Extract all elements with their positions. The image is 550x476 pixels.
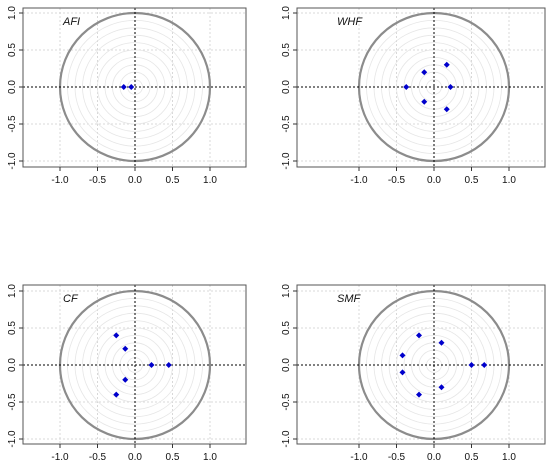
x-tick-label: 1.0 bbox=[502, 452, 516, 463]
x-tick-label: -1.0 bbox=[51, 175, 69, 186]
x-tick-label: 0.0 bbox=[427, 452, 441, 463]
data-point bbox=[421, 69, 428, 76]
y-tick-label: -0.5 bbox=[7, 115, 18, 133]
panel-smf: -1.0 -0.5 0.0 0.5 1.0 -1.0 -0.5 0.0 0.5 1.0 SMF bbox=[281, 284, 546, 463]
data-point bbox=[113, 391, 120, 398]
data-point bbox=[113, 332, 120, 339]
data-point bbox=[438, 384, 445, 391]
x-tick-label: -1.0 bbox=[51, 452, 69, 463]
y-tick-label: 0.0 bbox=[7, 358, 18, 372]
x-tick-label: -1.0 bbox=[350, 452, 368, 463]
x-tick-label: 0.5 bbox=[465, 452, 479, 463]
y-tick-label: 0.5 bbox=[7, 43, 18, 57]
data-point bbox=[399, 352, 406, 359]
data-point bbox=[122, 376, 129, 383]
x-tick-label: 0.5 bbox=[166, 175, 180, 186]
data-point bbox=[120, 84, 127, 90]
panel-label: CF bbox=[63, 293, 79, 305]
y-tick-label: 0.5 bbox=[281, 43, 292, 57]
data-point bbox=[421, 98, 428, 105]
y-tick-label: 0.5 bbox=[7, 321, 18, 335]
x-tick-label: -0.5 bbox=[89, 175, 107, 186]
x-tick-label: 1.0 bbox=[502, 175, 516, 186]
x-tick-label: 0.0 bbox=[427, 175, 441, 186]
x-tick-label: 0.5 bbox=[166, 452, 180, 463]
data-point bbox=[416, 391, 422, 398]
data-point bbox=[148, 362, 155, 368]
data-point bbox=[122, 345, 129, 352]
y-tick-label: 1.0 bbox=[7, 6, 18, 20]
x-tick-label: 0.5 bbox=[465, 175, 479, 186]
y-tick-label: 0.0 bbox=[281, 80, 292, 94]
panel-cf: -1.0 -0.5 0.0 0.5 1.0 -1.0 -0.5 0.0 0.5 1.0 CF bbox=[7, 284, 247, 463]
x-tick-label: -0.5 bbox=[89, 452, 107, 463]
x-tick-label: 1.0 bbox=[203, 452, 217, 463]
y-tick-label: 0.5 bbox=[281, 321, 292, 335]
data-point bbox=[443, 61, 450, 68]
x-tick-label: 0.0 bbox=[128, 452, 142, 463]
panel-afi: -1.0 -0.5 0.0 0.5 1.0 -1.0 -0.5 0.0 0.5 1.0 AFI bbox=[7, 6, 247, 186]
x-tick-label: 1.0 bbox=[203, 175, 217, 186]
x-tick-label: -0.5 bbox=[388, 452, 406, 463]
y-tick-label: -0.5 bbox=[281, 393, 292, 411]
data-point bbox=[128, 84, 135, 90]
x-tick-label: 0.0 bbox=[128, 175, 142, 186]
y-tick-label: 1.0 bbox=[281, 6, 292, 20]
panel-label: SMF bbox=[337, 293, 362, 305]
data-point bbox=[403, 84, 410, 90]
y-tick-label: 1.0 bbox=[281, 284, 292, 298]
data-point bbox=[447, 84, 454, 90]
y-tick-label: 1.0 bbox=[7, 284, 18, 298]
data-point bbox=[399, 369, 406, 376]
data-point bbox=[416, 332, 422, 339]
panel-label: AFI bbox=[62, 16, 80, 28]
data-point bbox=[438, 339, 445, 346]
x-tick-label: -1.0 bbox=[350, 175, 368, 186]
data-point bbox=[443, 106, 450, 113]
y-tick-label: 0.0 bbox=[7, 80, 18, 94]
y-tick-label: -1.0 bbox=[281, 430, 292, 448]
panel-whf: -1.0 -0.5 0.0 0.5 1.0 -1.0 -0.5 0.0 0.5 1.0 WHF bbox=[281, 6, 546, 186]
y-tick-label: -0.5 bbox=[7, 393, 18, 411]
panel-label: WHF bbox=[337, 16, 363, 28]
y-tick-label: -0.5 bbox=[281, 115, 292, 133]
data-point bbox=[165, 362, 172, 368]
y-tick-label: -1.0 bbox=[7, 430, 18, 448]
x-tick-label: -0.5 bbox=[388, 175, 406, 186]
data-point bbox=[468, 362, 475, 368]
data-point bbox=[481, 362, 488, 368]
y-tick-label: 0.0 bbox=[281, 358, 292, 372]
y-tick-label: -1.0 bbox=[7, 152, 18, 170]
y-tick-label: -1.0 bbox=[281, 152, 292, 170]
